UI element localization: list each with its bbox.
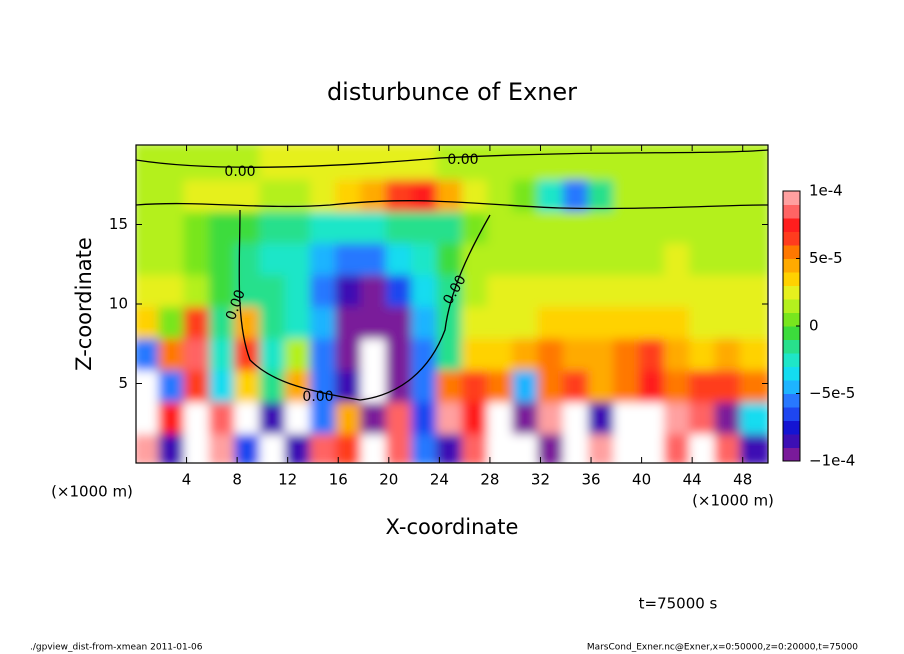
colorbar-segment	[783, 272, 800, 286]
colorbar-segment	[783, 231, 800, 246]
contour-label: 0.00	[447, 152, 478, 168]
colorbar-segment	[783, 366, 800, 381]
x-tick-label: 36	[581, 471, 600, 489]
colorbar-segment	[783, 326, 800, 340]
x-unit-label: (×1000 m)	[51, 483, 133, 501]
field-cell	[739, 269, 768, 307]
colorbar-segment	[783, 285, 800, 300]
colorbar-segment	[783, 447, 800, 462]
contour-label: 0.00	[224, 164, 255, 180]
x-tick-label: 8	[232, 471, 242, 489]
x-tick-label: 20	[379, 471, 398, 489]
footer-left: ./gpview_dist-from-xmean 2011-01-06	[30, 643, 203, 653]
colorbar-segment	[783, 191, 800, 205]
x-tick-label: 28	[480, 471, 499, 489]
colorbar-tick-label: −1e-4	[809, 452, 855, 470]
colorbar-tick-label: 5e-5	[809, 249, 843, 267]
x-axis-title: X-coordinate	[386, 515, 519, 539]
x-tick-label: 44	[683, 471, 702, 489]
annotation: t=75000 s	[639, 595, 718, 613]
colorbar-segment	[783, 393, 800, 408]
colorbar-segment	[783, 258, 800, 273]
field	[136, 145, 768, 463]
contour-line	[238, 209, 491, 401]
x-unit-label: (×1000 m)	[692, 492, 774, 510]
x-tick-label: 24	[430, 471, 449, 489]
x-tick-label: 48	[733, 471, 752, 489]
y-axis-title: Z-coordinate	[72, 237, 96, 371]
colorbar-segment	[783, 218, 800, 232]
x-tick-label: 16	[329, 471, 348, 489]
x-tick-label: 4	[182, 471, 192, 489]
colorbar-tick-label: 0	[809, 317, 819, 335]
chart-title: disturbunce of Exner	[327, 78, 577, 106]
y-tick-label: 15	[109, 215, 128, 233]
colorbar-segment	[783, 434, 800, 448]
field-cell	[739, 301, 768, 339]
colorbar-segment	[783, 312, 800, 327]
cells	[136, 145, 768, 463]
x-tick-label: 32	[531, 471, 550, 489]
x-tick-label: 12	[278, 471, 297, 489]
field-cell	[739, 332, 768, 371]
colorbar-tick-label: 1e-4	[809, 182, 843, 200]
contour-label: 0.00	[302, 389, 333, 405]
colorbar-segment	[783, 204, 800, 219]
field-cell	[739, 396, 768, 435]
footer-right: MarsCond_Exner.nc@Exner,x=0:50000,z=0:20…	[587, 643, 858, 653]
colorbar-segment	[783, 353, 800, 367]
colorbar-segment	[783, 339, 800, 354]
contour-line	[136, 149, 768, 168]
colorbar-tick-label: −5e-5	[809, 384, 855, 402]
field-cell	[739, 145, 768, 180]
colorbar-segment	[783, 407, 800, 421]
colorbar-segment	[783, 420, 800, 435]
colorbar-segment	[783, 380, 800, 394]
colorbar-segment	[783, 245, 800, 259]
contour-line	[136, 200, 768, 210]
y-tick-label: 5	[118, 374, 128, 392]
x-tick-label: 40	[632, 471, 651, 489]
y-tick-label: 10	[109, 295, 128, 313]
colorbar-segment	[783, 299, 800, 313]
field-cell	[739, 237, 768, 276]
